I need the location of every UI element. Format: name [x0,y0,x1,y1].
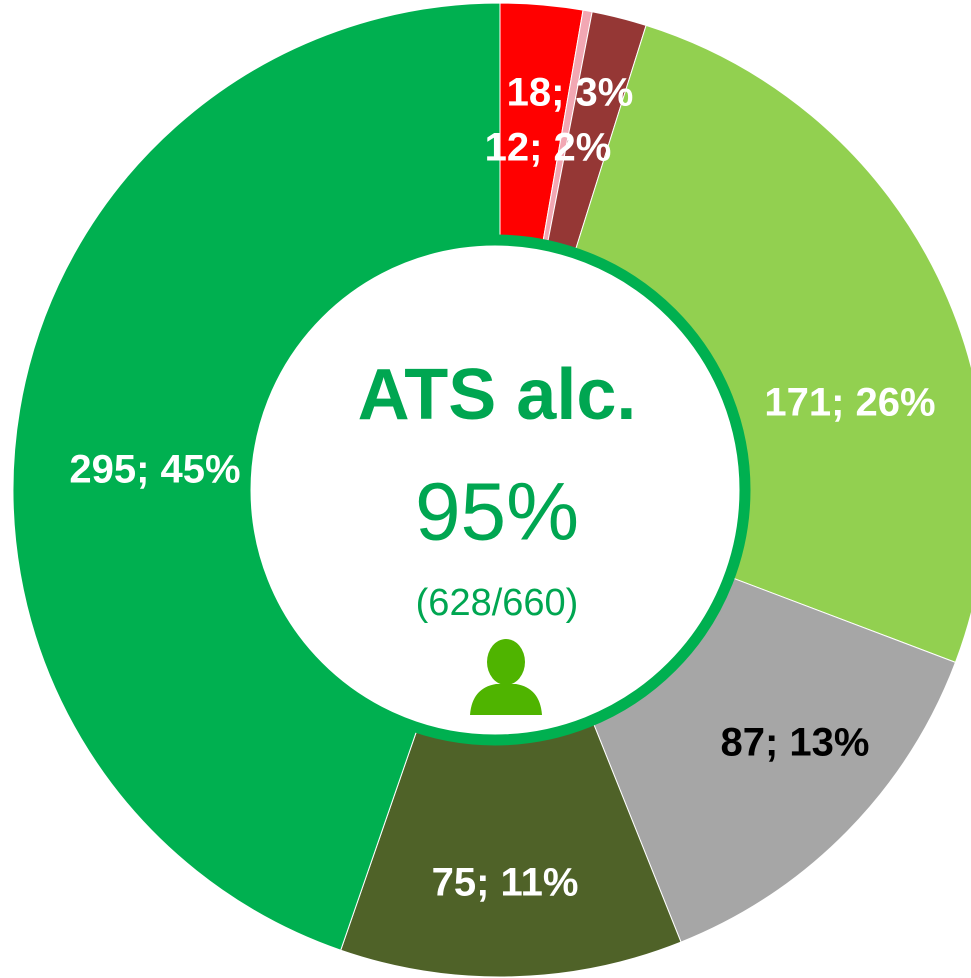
data-label: 18; 3% [507,71,634,115]
data-label: 171; 26% [764,381,935,425]
labels: 18; 3% 12; 2% 171; 26% 87; 13% 75; 11% 295; 4… [69,71,935,905]
center-detail: (628/660) [416,582,579,624]
data-label: 75; 11% [432,861,579,905]
person-icon [470,639,542,715]
data-label: 12; 2% [485,126,612,170]
data-label: 295; 45% [69,448,240,492]
center-ring [239,234,751,746]
center-title: ATS alc. [358,355,637,435]
data-label: 87; 13% [721,721,870,765]
center-value: 95% [415,467,579,558]
